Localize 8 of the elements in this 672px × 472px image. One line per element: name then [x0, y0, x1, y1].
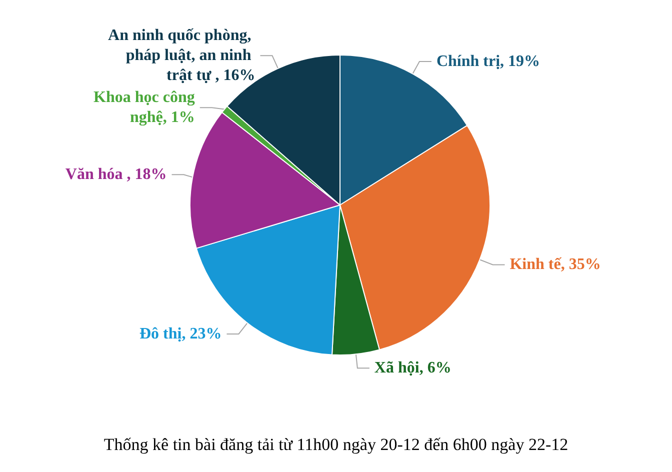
slice-label: Văn hóa , 18%: [65, 166, 167, 184]
slice-label: An ninh quốc phòng, pháp luật, an ninh trật tự , 16%: [108, 27, 256, 84]
slice-label: Chính trị, 19%: [436, 53, 540, 70]
slice-label: Khoa học công nghệ, 1%: [94, 89, 195, 126]
slice-label: Đô thị, 23%: [139, 325, 222, 342]
slice-label: Kinh tế, 35%: [510, 256, 601, 274]
slice-label: Xã hội, 6%: [374, 360, 452, 377]
text: Thống kê tin bài đăng tải từ 11h00 ngày 20-12 đến 6h00 ngày 22-12: [104, 435, 568, 454]
